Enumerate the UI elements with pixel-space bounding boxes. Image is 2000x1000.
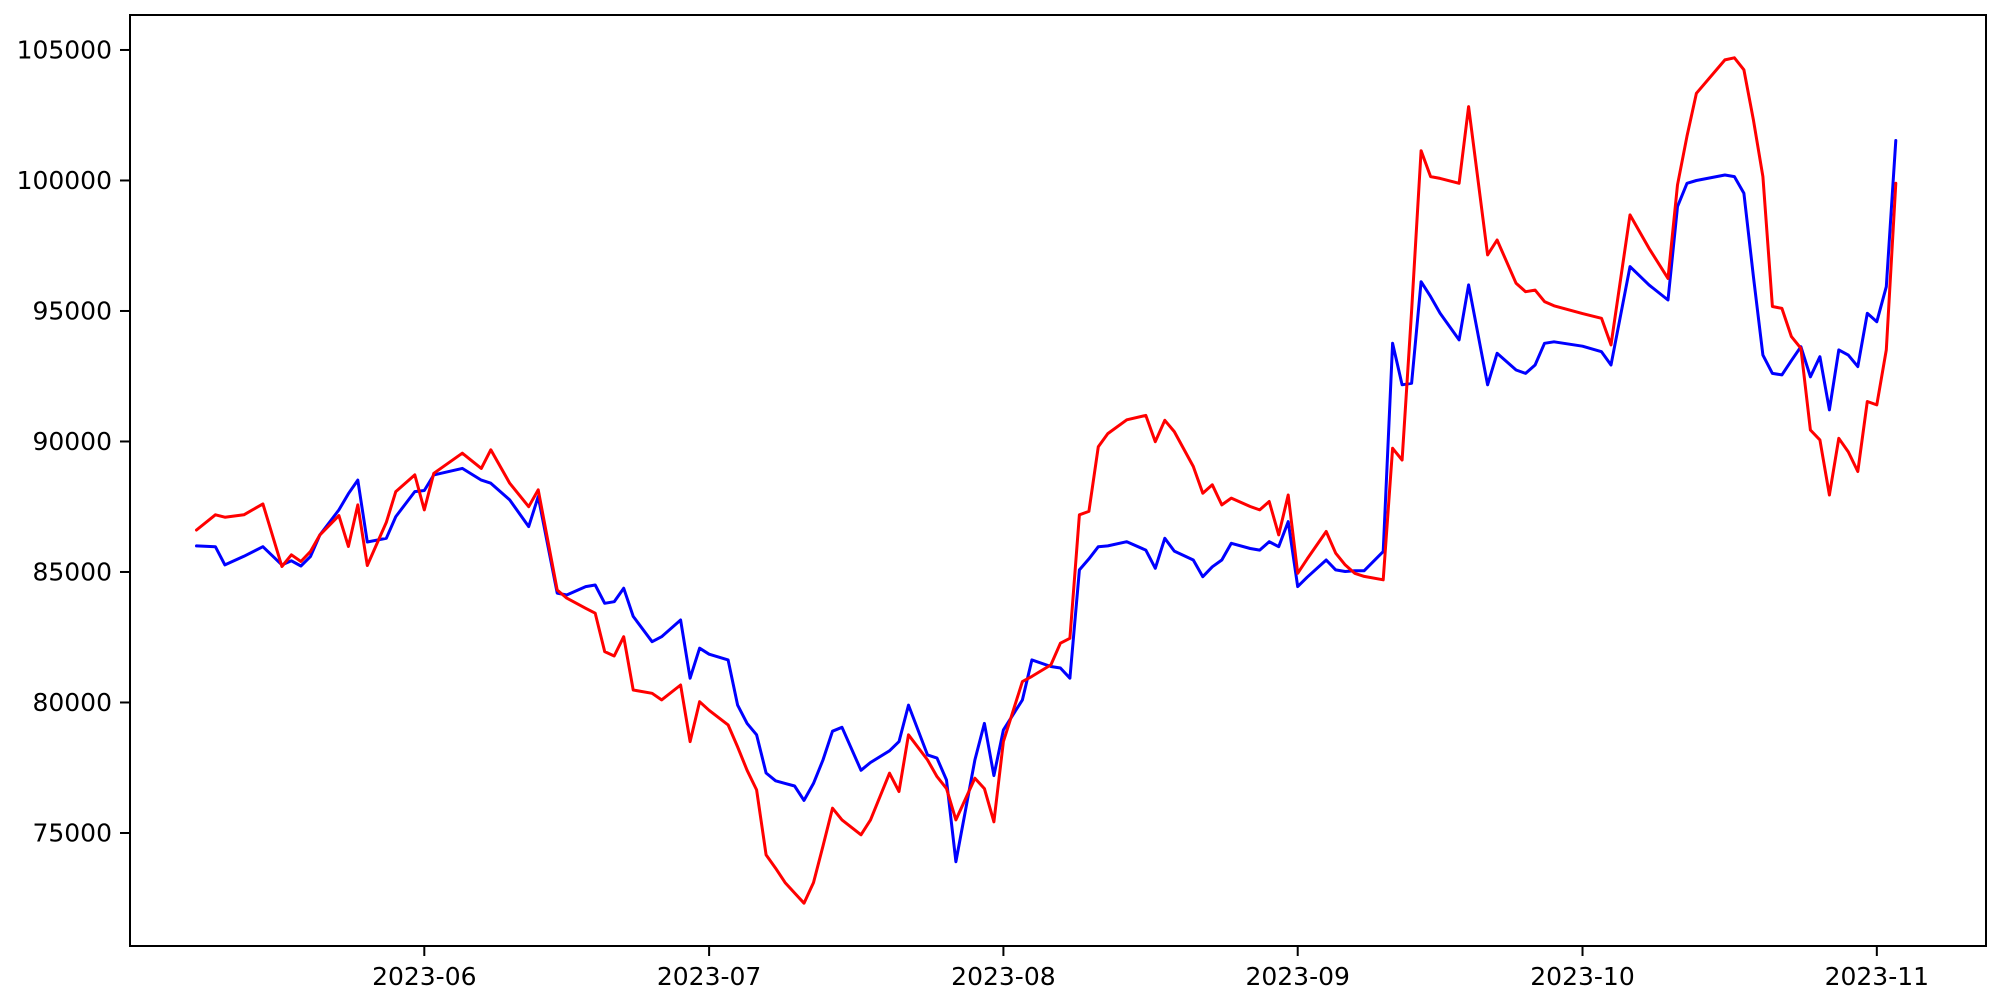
y-axis-tick-label: 95000 xyxy=(32,297,112,326)
x-axis-tick-label: 2023-11 xyxy=(1825,962,1929,991)
x-axis-tick-label: 2023-07 xyxy=(657,962,761,991)
y-axis-tick-label: 105000 xyxy=(17,36,112,65)
x-axis-tick-label: 2023-10 xyxy=(1530,962,1634,991)
x-axis-tick-label: 2023-09 xyxy=(1245,962,1349,991)
y-axis-tick-label: 100000 xyxy=(17,166,112,195)
y-axis-tick-label: 80000 xyxy=(32,688,112,717)
axes-spines xyxy=(129,14,1987,947)
blue-series-line xyxy=(195,139,1898,864)
y-axis-tick-label: 85000 xyxy=(32,558,112,587)
red-series-line xyxy=(195,56,1898,905)
y-axis-tick-label: 75000 xyxy=(32,819,112,848)
x-axis-tick-label: 2023-08 xyxy=(951,962,1055,991)
y-axis-tick-label: 90000 xyxy=(32,427,112,456)
x-axis-tick-label: 2023-06 xyxy=(372,962,476,991)
